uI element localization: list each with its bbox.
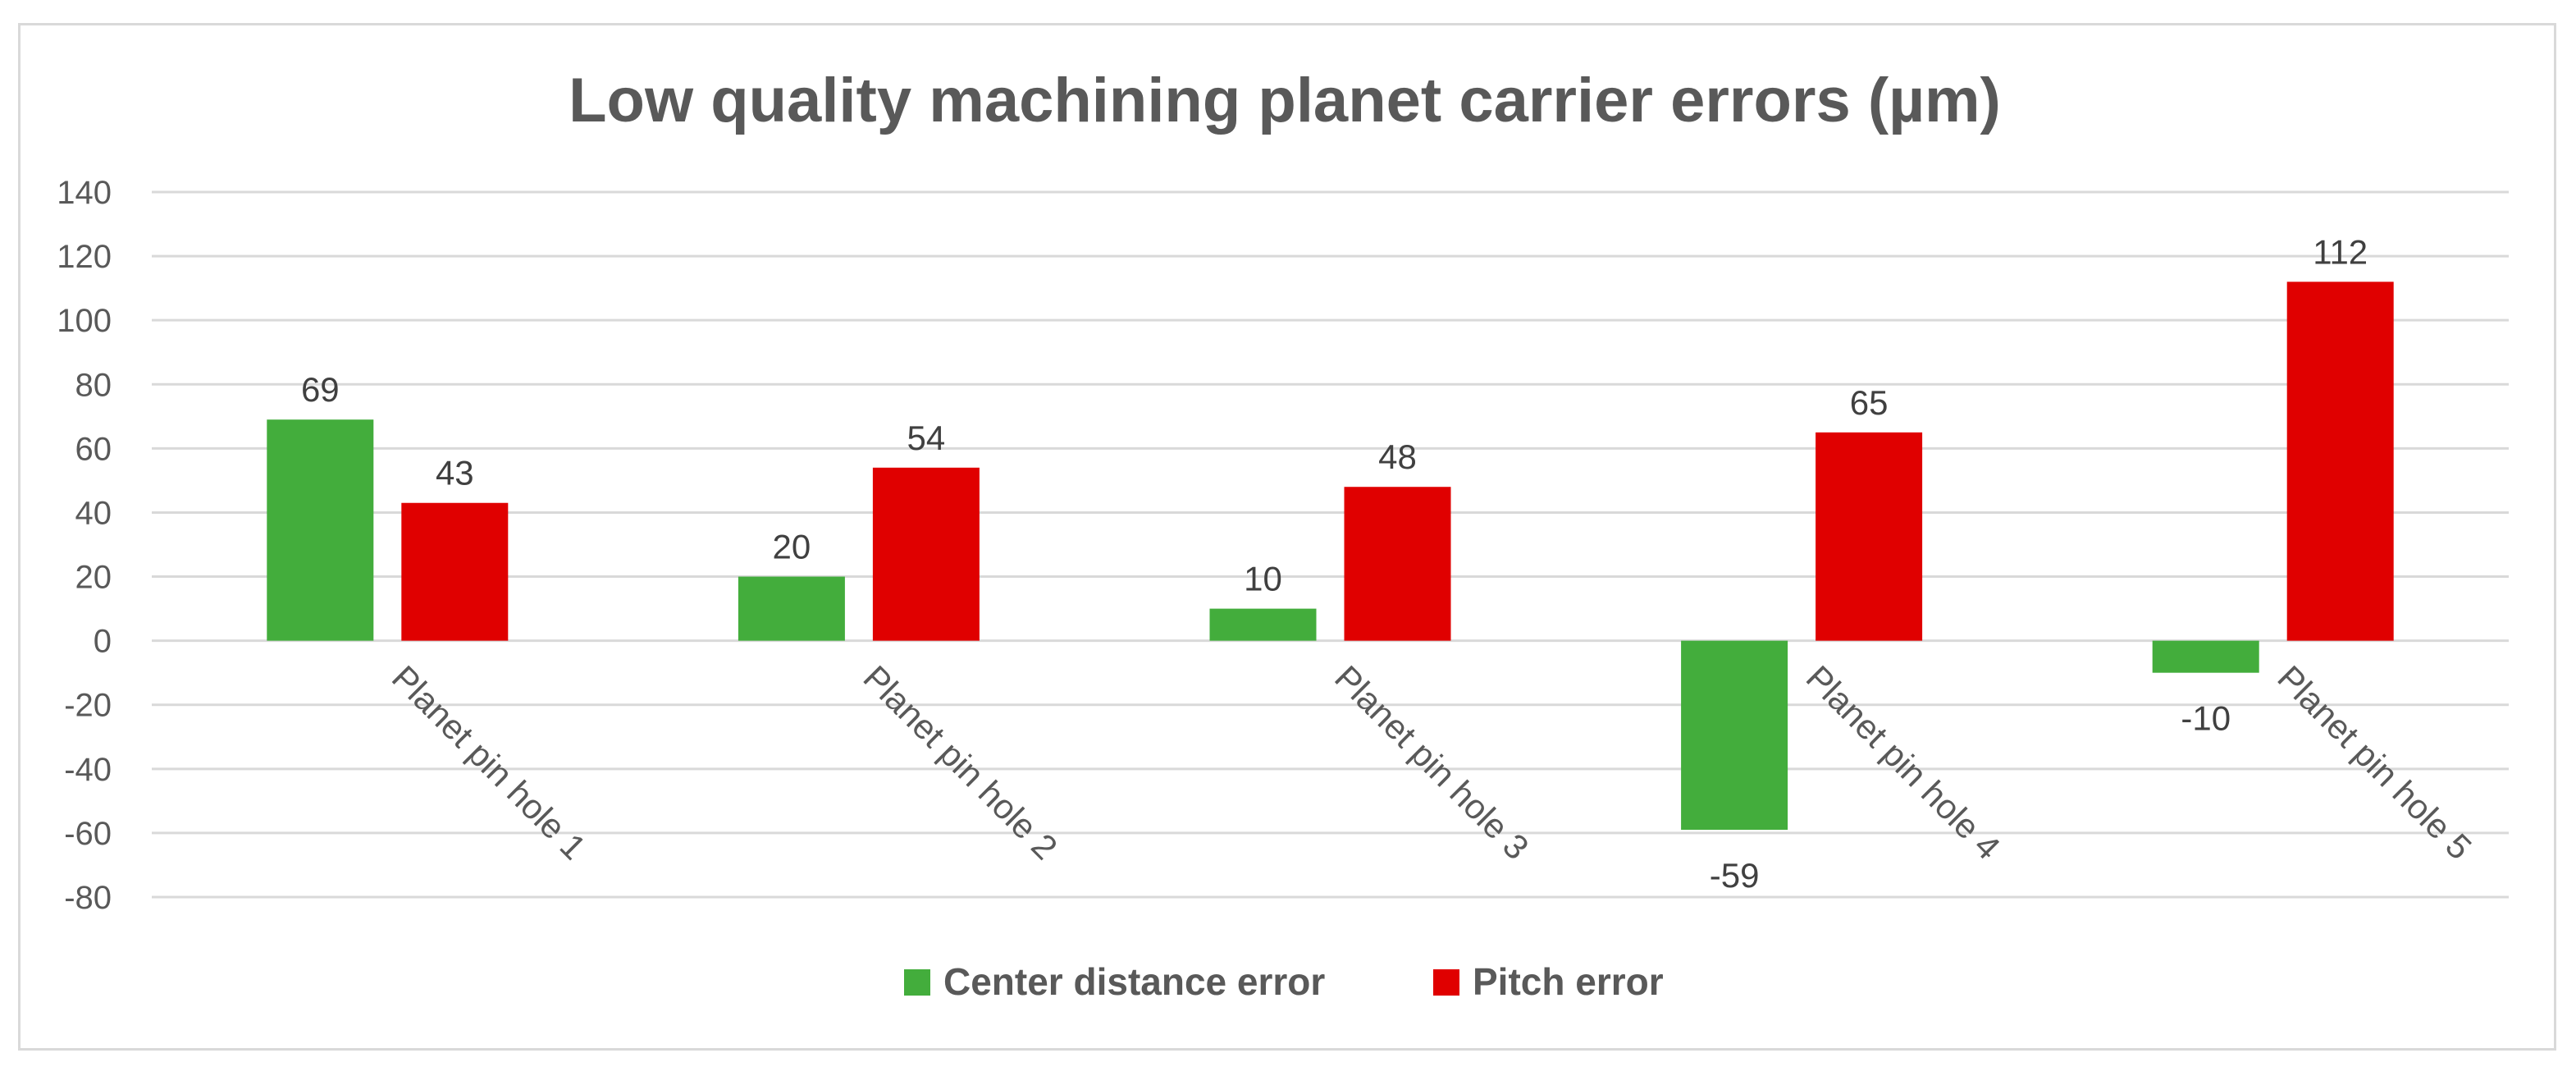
legend-swatch-pitch-error	[1433, 969, 1459, 996]
data-labels: 69 43 20 54 10 48 -59 65 -10 112	[301, 232, 2368, 895]
bar-center-distance-error-5	[2152, 640, 2259, 673]
legend: Center distance error Pitch error	[904, 960, 1664, 1003]
y-tick-label: 60	[75, 431, 112, 467]
legend-label-pitch-error: Pitch error	[1473, 960, 1664, 1003]
y-tick-label: 120	[57, 239, 112, 275]
data-label-pitch-error-1: 43	[436, 454, 474, 492]
y-tick-label: -20	[64, 688, 112, 724]
data-label-center-distance-error-3: 10	[1244, 560, 1282, 598]
chart-title: Low quality machining planet carrier err…	[569, 66, 2001, 135]
data-label-center-distance-error-1: 69	[301, 370, 340, 409]
data-label-pitch-error-2: 54	[907, 419, 946, 457]
y-tick-label: -80	[64, 880, 112, 916]
y-tick-label: 100	[57, 303, 112, 339]
legend-label-center-distance-error: Center distance error	[943, 960, 1325, 1003]
bar-center-distance-error-2	[738, 576, 845, 641]
bar-center-distance-error-4	[1681, 640, 1788, 831]
y-tick-label: 80	[75, 367, 112, 403]
bar-center-distance-error-1	[267, 419, 374, 641]
data-label-center-distance-error-5: -10	[2181, 699, 2231, 738]
gridlines	[152, 190, 2509, 899]
category-label-2: Planet pin hole 2	[856, 658, 1066, 868]
bar-pitch-error-5	[2286, 282, 2394, 641]
category-label-5: Planet pin hole 5	[2270, 658, 2479, 868]
bar-pitch-error-3	[1344, 487, 1451, 641]
y-tick-label: 140	[57, 175, 112, 211]
y-tick-label: 0	[94, 624, 112, 660]
data-label-pitch-error-4: 65	[1850, 383, 1889, 422]
data-label-pitch-error-5: 112	[2313, 232, 2368, 271]
x-axis-category-labels: Planet pin hole 1 Planet pin hole 2 Planet…	[385, 658, 2479, 868]
category-label-3: Planet pin hole 3	[1327, 658, 1537, 868]
y-axis-ticks: 140 120 100 80 60 40 20 0 -20 -40 -60 -80	[57, 175, 112, 916]
y-tick-label: -60	[64, 816, 112, 852]
category-label-4: Planet pin hole 4	[1799, 658, 2008, 868]
bar-pitch-error-2	[872, 467, 980, 641]
y-tick-label: 20	[75, 560, 112, 596]
bar-center-distance-error-3	[1209, 608, 1317, 641]
data-label-pitch-error-3: 48	[1378, 437, 1417, 476]
data-label-center-distance-error-4: -59	[1710, 856, 1760, 895]
bar-pitch-error-4	[1816, 432, 1923, 641]
bar-pitch-error-1	[401, 502, 509, 641]
y-tick-label: -40	[64, 752, 112, 788]
category-label-1: Planet pin hole 1	[385, 658, 594, 868]
y-tick-label: 40	[75, 495, 112, 531]
legend-swatch-center-distance-error	[904, 969, 930, 996]
bars	[267, 282, 2394, 831]
data-label-center-distance-error-2: 20	[773, 528, 811, 566]
